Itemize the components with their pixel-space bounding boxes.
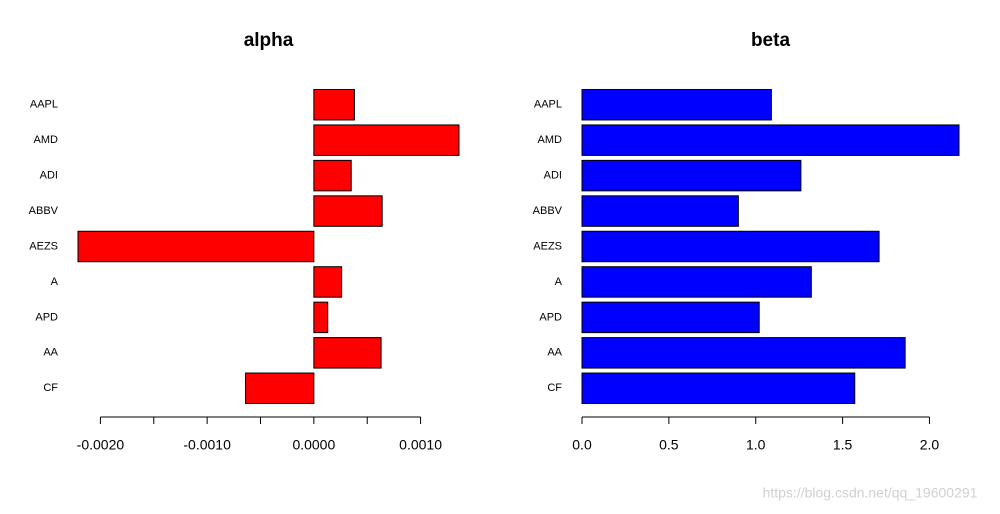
bar [581,159,802,192]
y-tick-label: AA [43,347,58,359]
y-tick-label: AMD [538,134,563,146]
y-tick-label: ADI [544,170,562,182]
x-tick-label: 0.0 [572,437,592,453]
bar [313,88,355,121]
watermark: https://blog.csdn.net/qq_19600291 [763,485,978,501]
x-tick-label: 2.0 [920,437,940,453]
bar [581,266,812,298]
chart-title: alpha [244,30,294,51]
y-tick-label: AA [547,347,562,359]
chart-title: beta [751,30,791,51]
y-tick-label: APD [35,311,58,323]
bar [581,195,739,227]
x-tick-label: 1.5 [833,437,853,453]
bar [313,337,382,369]
x-tick-label: 0.5 [659,437,679,453]
y-tick-label: ABBV [29,205,59,217]
bar [245,372,315,405]
y-tick-label: CF [43,382,58,394]
bar [313,301,329,334]
y-tick-label: ADI [40,170,58,182]
y-tick-label: AEZS [29,240,58,252]
bar [581,230,880,263]
y-tick-label: AEZS [533,240,562,252]
x-tick-label: 1.0 [746,437,766,453]
bar [313,195,383,227]
bar [581,124,960,156]
bar [313,266,343,298]
bar [581,88,772,121]
y-tick-label: A [555,276,563,288]
y-tick-label: ABBV [533,205,563,217]
bar [313,159,352,192]
y-tick-label: AAPL [534,99,562,111]
bar [581,301,760,334]
y-tick-label: AMD [34,134,59,146]
x-tick-label: 0.0000 [292,437,335,453]
y-tick-label: A [51,276,59,288]
bar [581,337,906,369]
y-tick-label: AAPL [30,99,58,111]
x-tick-label: -0.0010 [183,437,231,453]
bar [581,372,856,405]
bar [77,230,315,263]
y-tick-label: CF [547,382,562,394]
y-tick-label: APD [539,311,562,323]
x-tick-label: -0.0020 [77,437,125,453]
x-tick-label: 0.0010 [399,437,442,453]
bar [313,124,460,156]
